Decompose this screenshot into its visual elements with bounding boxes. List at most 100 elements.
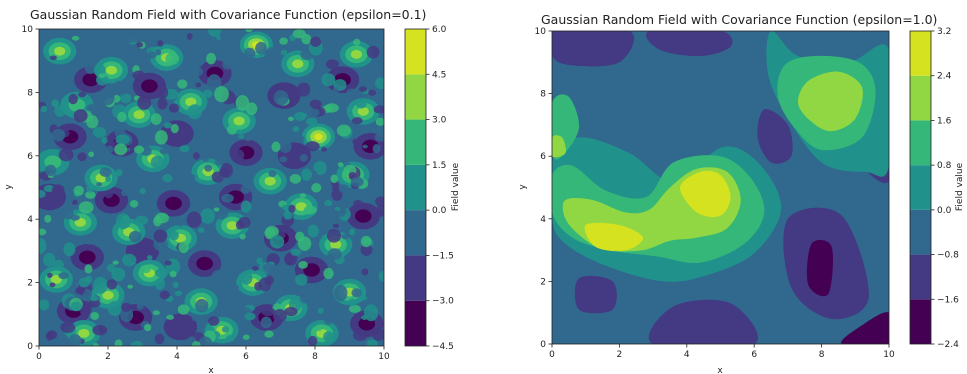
field-speckle <box>40 105 48 113</box>
field-speckle <box>204 138 220 153</box>
field-speckle <box>107 300 123 316</box>
field-speckle <box>362 144 368 149</box>
chart-right-x-axis-label: x <box>717 366 723 374</box>
field-peak <box>350 49 362 59</box>
field-speckle <box>206 52 217 65</box>
field-speckle <box>73 185 84 196</box>
field-speckle <box>155 86 169 100</box>
colorbar-tick-label: 0.0 <box>432 206 447 216</box>
field-speckle <box>296 135 305 143</box>
field-speckle <box>317 307 324 314</box>
field-speckle <box>39 228 47 236</box>
contour-region <box>797 71 863 132</box>
field-speckle <box>139 187 146 195</box>
field-speckle <box>206 74 222 92</box>
field-speckle <box>244 47 256 60</box>
chart-left-y-ticks: 0 2 4 6 8 10 <box>22 25 39 352</box>
contour-region <box>584 222 644 251</box>
colorbar-tick-label: 4.5 <box>432 70 446 80</box>
contour-region <box>806 239 833 297</box>
field-speckle <box>260 316 272 329</box>
field-speckle <box>101 136 108 144</box>
field-speckle <box>71 199 78 205</box>
field-speckle <box>238 216 251 229</box>
field-speckle <box>133 145 145 154</box>
field-speckle <box>297 236 312 251</box>
contour-region <box>552 31 635 67</box>
field-speckle <box>213 207 220 212</box>
colorbar-tick-label: 1.6 <box>937 116 952 126</box>
field-speckle <box>86 184 94 193</box>
field-speckle <box>323 331 334 343</box>
field-speckle <box>279 156 288 163</box>
field-speckle <box>300 294 314 304</box>
field-speckle <box>252 266 259 271</box>
field-speckle <box>292 126 300 132</box>
y-tick-label: 8 <box>540 90 546 100</box>
field-speckle <box>301 168 312 181</box>
field-peak <box>233 116 245 126</box>
field-speckle <box>264 330 274 338</box>
field-speckle <box>332 223 339 229</box>
field-speckle <box>146 255 153 261</box>
field-speckle <box>230 149 245 162</box>
chart-right-colorbar-label: Field value <box>955 162 965 211</box>
field-speckle <box>154 277 166 290</box>
chart-left-title: Gaussian Random Field with Covariance Fu… <box>30 7 426 22</box>
field-speckle <box>225 334 235 342</box>
field-speckle <box>334 206 341 211</box>
field-speckle <box>118 86 128 95</box>
field-trough <box>78 250 96 264</box>
chart-right-colorbar: −2.4 −1.6 −0.8 0.0 0.8 1.6 2.4 3.2 <box>909 27 959 350</box>
field-speckle <box>85 238 95 245</box>
colorbar-tick-label: −2.4 <box>937 340 959 350</box>
field-speckle <box>255 41 267 55</box>
field-speckle <box>289 173 302 184</box>
field-speckle <box>53 259 64 270</box>
colorbar-tick-label: 6.0 <box>432 25 447 35</box>
contour-region <box>574 275 617 314</box>
field-speckle <box>214 158 224 166</box>
field-speckle <box>136 42 143 48</box>
field-speckle <box>114 143 128 156</box>
field-speckle <box>58 272 69 280</box>
field-speckle <box>320 284 334 293</box>
field-speckle <box>333 205 347 217</box>
field-speckle <box>299 154 308 162</box>
field-speckle <box>93 276 108 294</box>
field-speckle <box>208 29 222 37</box>
field-speckle <box>52 102 58 108</box>
field-peak <box>226 221 238 230</box>
y-tick-label: 10 <box>535 27 547 37</box>
field-speckle <box>220 163 233 178</box>
field-speckle <box>265 225 279 238</box>
field-speckle <box>100 90 115 106</box>
field-speckle <box>351 288 362 298</box>
field-speckle <box>323 267 334 280</box>
colorbar-tick-label: 1.5 <box>432 161 446 171</box>
field-trough <box>82 73 100 87</box>
field-speckle <box>348 304 361 313</box>
field-speckle <box>150 113 162 125</box>
colorbar-tick-label: −1.6 <box>937 295 959 305</box>
field-speckle <box>235 95 250 112</box>
field-speckle <box>116 243 123 249</box>
chart-right: Gaussian Random Field with Covariance Fu… <box>518 12 965 374</box>
field-speckle <box>73 109 88 123</box>
colorbar-tick-label: 3.2 <box>937 27 951 37</box>
x-tick-label: 0 <box>36 352 42 362</box>
y-tick-label: 6 <box>27 152 33 162</box>
field-speckle <box>39 189 46 199</box>
field-speckle <box>353 199 363 207</box>
field-speckle <box>192 341 201 346</box>
field-speckle <box>96 182 103 187</box>
field-trough <box>354 209 372 223</box>
chart-left-colorbar: −4.5 −3.0 −1.5 0.0 1.5 3.0 4.5 6.0 <box>404 25 454 352</box>
field-speckle <box>44 164 57 177</box>
field-speckle <box>165 52 180 65</box>
field-speckle <box>187 38 198 48</box>
field-speckle <box>166 314 175 320</box>
y-tick-label: 4 <box>27 215 33 225</box>
field-speckle <box>71 35 80 41</box>
